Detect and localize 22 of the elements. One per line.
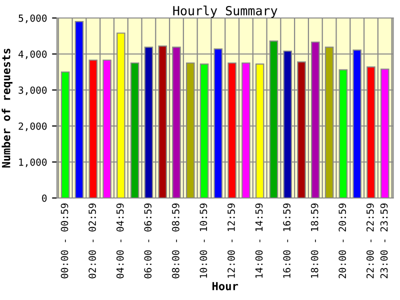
- y-tick-label: 1,000: [19, 158, 47, 168]
- x-tick-label: 20:00 - 20:59: [338, 204, 346, 278]
- x-tick-label: 06:00 - 06:59: [144, 204, 152, 278]
- x-axis-title: Hour: [212, 282, 238, 290]
- y-tick-label: 4,000: [18, 50, 47, 60]
- y-axis-title: Number of requests: [2, 48, 12, 168]
- y-tick-label: 2,000: [18, 122, 47, 132]
- x-tick-label: 10:00 - 10:59: [200, 204, 208, 278]
- x-tick-label: 02:00 - 02:59: [88, 204, 96, 278]
- x-tick-label: 16:00 - 16:59: [283, 204, 290, 278]
- chart-title: Hourly Summary: [173, 6, 278, 18]
- x-tick-label: 08:00 - 08:59: [172, 204, 180, 278]
- y-tick-label: 0: [42, 194, 47, 202]
- x-tick-label: 14:00 - 14:59: [255, 204, 263, 278]
- x-tick-label: 12:00 - 12:59: [228, 204, 235, 278]
- y-tick-label: 3,000: [18, 86, 47, 96]
- x-tick-label: 23:00 - 23:59: [380, 204, 388, 278]
- x-tick-label: 00:00 - 00:59: [60, 204, 68, 278]
- x-tick-label: 18:00 - 18:59: [310, 204, 318, 278]
- x-tick-label: 04:00 - 04:59: [116, 204, 124, 278]
- y-tick-label: 5,000: [18, 14, 47, 24]
- x-tick-label: 22:00 - 22:59: [366, 204, 374, 278]
